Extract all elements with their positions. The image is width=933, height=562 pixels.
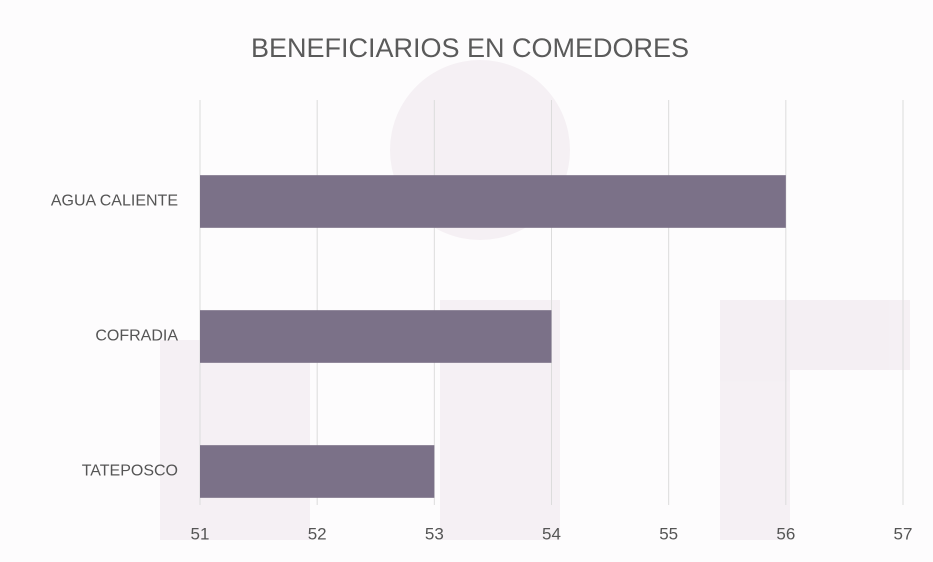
x-tick-label: 51 <box>191 524 210 543</box>
x-tick-label: 53 <box>425 524 444 543</box>
bar <box>200 310 552 363</box>
x-tick-label: 57 <box>894 524 913 543</box>
y-tick-label: AGUA CALIENTE <box>51 193 178 210</box>
y-tick-label: COFRADIA <box>95 328 178 345</box>
bar <box>200 175 786 228</box>
x-tick-label: 55 <box>659 524 678 543</box>
chart-title: BENEFICIARIOS EN COMEDORES <box>251 33 689 63</box>
x-tick-label: 52 <box>308 524 327 543</box>
x-tick-label: 54 <box>542 524 561 543</box>
y-tick-label: TATEPOSCO <box>82 463 178 480</box>
chart: BENEFICIARIOS EN COMEDORES 51 52 53 54 55 56 5… <box>0 0 933 562</box>
bar <box>200 445 434 498</box>
x-tick-label: 56 <box>776 524 795 543</box>
